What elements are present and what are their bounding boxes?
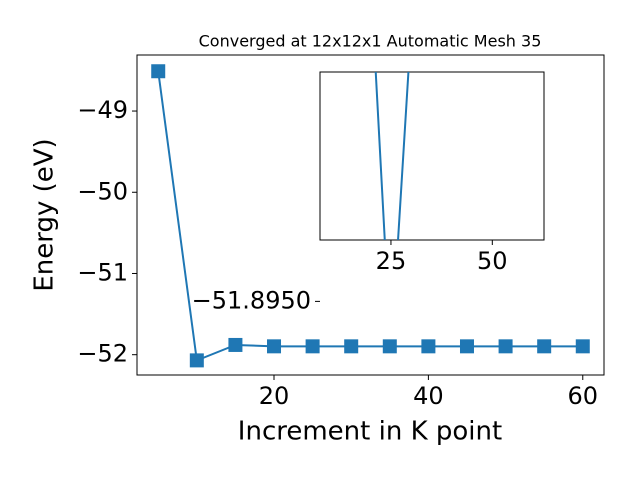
marker [189,353,204,368]
x-axis-label: Increment in K point [238,417,502,447]
x-tick-label: 20 [259,382,290,410]
y-tick-label: −51 [77,258,128,286]
marker [151,64,166,79]
marker [537,339,552,354]
plot-area [319,71,545,241]
y-axis-label: Energy (eV) [30,138,60,291]
marker [459,339,474,354]
marker [228,337,243,352]
marker [305,339,320,354]
marker [344,339,359,354]
marker [421,339,436,354]
y-tick-label: −49 [77,96,128,124]
series-group [151,64,590,368]
x-tick-label: 50 [477,247,508,275]
y-tick-label: −50 [77,177,128,205]
series-line [374,72,410,240]
marker [575,339,590,354]
chart-title: Converged at 12x12x1 Automatic Mesh 35 [199,32,542,51]
x-tick-label: 60 [567,382,598,410]
x-tick-label: 40 [413,382,444,410]
marker [498,339,513,354]
marker [267,339,282,354]
y-tick-label: −51.8950 [192,286,311,314]
marker [382,339,397,354]
marker [408,23,415,30]
x-tick-label: 25 [376,247,407,275]
series-group [374,23,415,240]
y-tick-label: −52 [77,340,128,368]
